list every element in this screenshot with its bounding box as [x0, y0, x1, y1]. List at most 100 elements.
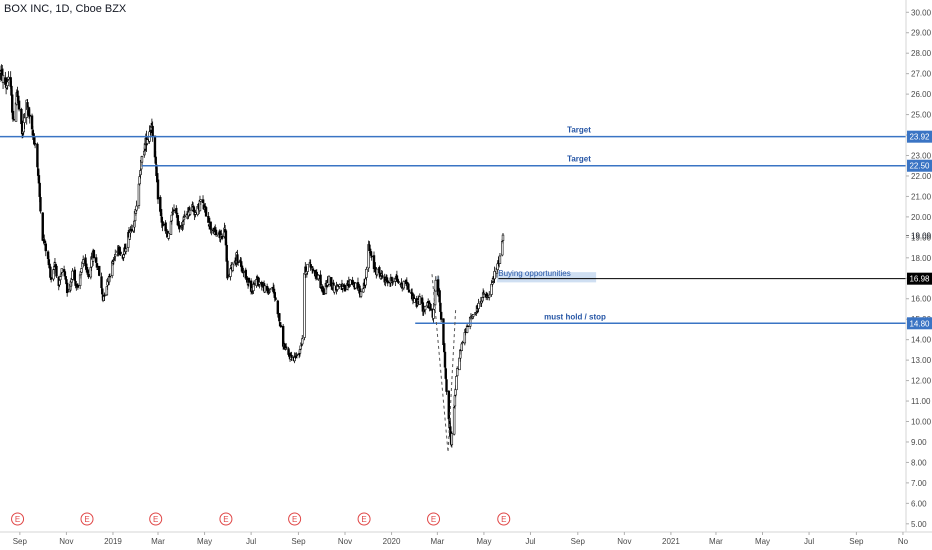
candle-body [488, 294, 491, 298]
candle-body [105, 286, 109, 296]
candle-body [194, 212, 197, 215]
candle-body [407, 289, 411, 293]
time-axis[interactable]: Sep Nov 2019 Mar May Jul Sep Nov 2020 Mar May Jul Se… [13, 532, 909, 546]
candle-body [491, 282, 494, 285]
candle-body [445, 379, 448, 392]
y-tick-label: 7.00 [911, 479, 927, 488]
candle-body [290, 354, 293, 358]
candle-body [298, 349, 302, 354]
price-axis[interactable]: 5.00 6.00 7.00 8.00 9.00 10.00 11.00 12.00 13.00… [906, 8, 932, 529]
candle-body [103, 294, 106, 297]
candle-body [90, 256, 93, 268]
y-tick-label: 10.00 [911, 418, 932, 427]
y-tick-label: 6.00 [911, 499, 927, 508]
candle-body [381, 275, 384, 278]
candle-body [71, 270, 74, 280]
candle-body [438, 290, 441, 303]
candle-body [33, 143, 37, 145]
price-label-text: 14.80 [909, 319, 930, 328]
x-tick-label: Sep [13, 537, 28, 546]
x-tick-label: Nov [617, 537, 631, 546]
candle-body [87, 274, 90, 278]
y-tick-label: 13.00 [911, 356, 932, 365]
candle-body [455, 368, 459, 377]
y-tick-label: 11.00 [911, 397, 931, 406]
candle-body [37, 175, 41, 184]
candle-body [439, 302, 442, 312]
candle-body [463, 332, 467, 344]
candle-body [256, 276, 260, 286]
candle-body [178, 224, 181, 230]
candle-body [429, 303, 432, 311]
level-annotation: Target [567, 126, 591, 135]
price-label-box [907, 317, 932, 330]
candle-body [108, 275, 112, 278]
candle-body [164, 222, 167, 232]
candle-body [92, 250, 96, 259]
candle-body [122, 254, 125, 258]
x-tick-label: No [898, 537, 909, 546]
candle-body [301, 338, 304, 345]
candle-body [114, 254, 117, 257]
candle-body [159, 209, 163, 216]
candle-body [397, 280, 400, 284]
x-tick-label: Nov [338, 537, 352, 546]
plot-background [0, 0, 906, 532]
candle-body [368, 244, 371, 252]
candle-body [226, 260, 229, 279]
y-tick-label: 29.00 [911, 29, 932, 38]
level-annotation: Target [567, 155, 591, 164]
candle-body [182, 217, 186, 221]
price-label-box [907, 272, 932, 285]
candle-body [156, 179, 160, 200]
candle-body [12, 119, 15, 121]
candle-body [220, 235, 224, 239]
price-labels-layer: 23.92 22.50 16.98 14.80 [907, 130, 932, 330]
candle-body [496, 263, 499, 270]
candle-body [1, 75, 5, 83]
candle-body [172, 209, 176, 212]
x-tick-label: Sep [571, 537, 586, 546]
candle-body [375, 268, 379, 276]
candle-body [493, 271, 496, 280]
earnings-icon [427, 512, 441, 526]
candle-body [209, 221, 212, 230]
x-tick-label: Nov [59, 537, 73, 546]
candle-body [466, 325, 470, 327]
candle-body [11, 110, 15, 120]
x-tick-label: 2019 [104, 537, 122, 546]
candle-body [279, 325, 283, 328]
candle-body [343, 285, 347, 292]
candle-body [386, 280, 389, 284]
levels-layer[interactable]: Target Target must hold / stop [0, 126, 906, 325]
candle-body [295, 354, 299, 356]
candle-body [130, 228, 133, 232]
candle-body [38, 182, 41, 197]
level-annotation: must hold / stop [544, 312, 606, 321]
candle-body [450, 433, 454, 446]
candle-body [204, 207, 208, 217]
candle-body [453, 395, 457, 407]
chart-title: BOX INC, 1D, Cboe BZX [4, 3, 127, 15]
candle-body [423, 306, 427, 311]
x-tick-label: Mar [709, 537, 723, 546]
y-tick-label: 18.00 [911, 254, 932, 263]
candle-body [333, 284, 336, 293]
current-price-label: 19.09 [911, 232, 932, 241]
candle-body [455, 376, 458, 391]
earnings-icon [11, 512, 25, 526]
candle-body [199, 199, 202, 202]
price-label-text: 16.98 [909, 275, 930, 284]
candle-body [167, 233, 170, 239]
candle-body [317, 275, 320, 280]
earnings-icon [497, 512, 511, 526]
candle-body [183, 215, 186, 217]
candle-body [252, 283, 256, 285]
y-tick-label: 5.00 [911, 520, 927, 529]
candle-body [170, 214, 173, 222]
candle-body [7, 76, 10, 80]
candle-body [169, 221, 173, 235]
zone-label: Buying opportunities [498, 269, 571, 278]
